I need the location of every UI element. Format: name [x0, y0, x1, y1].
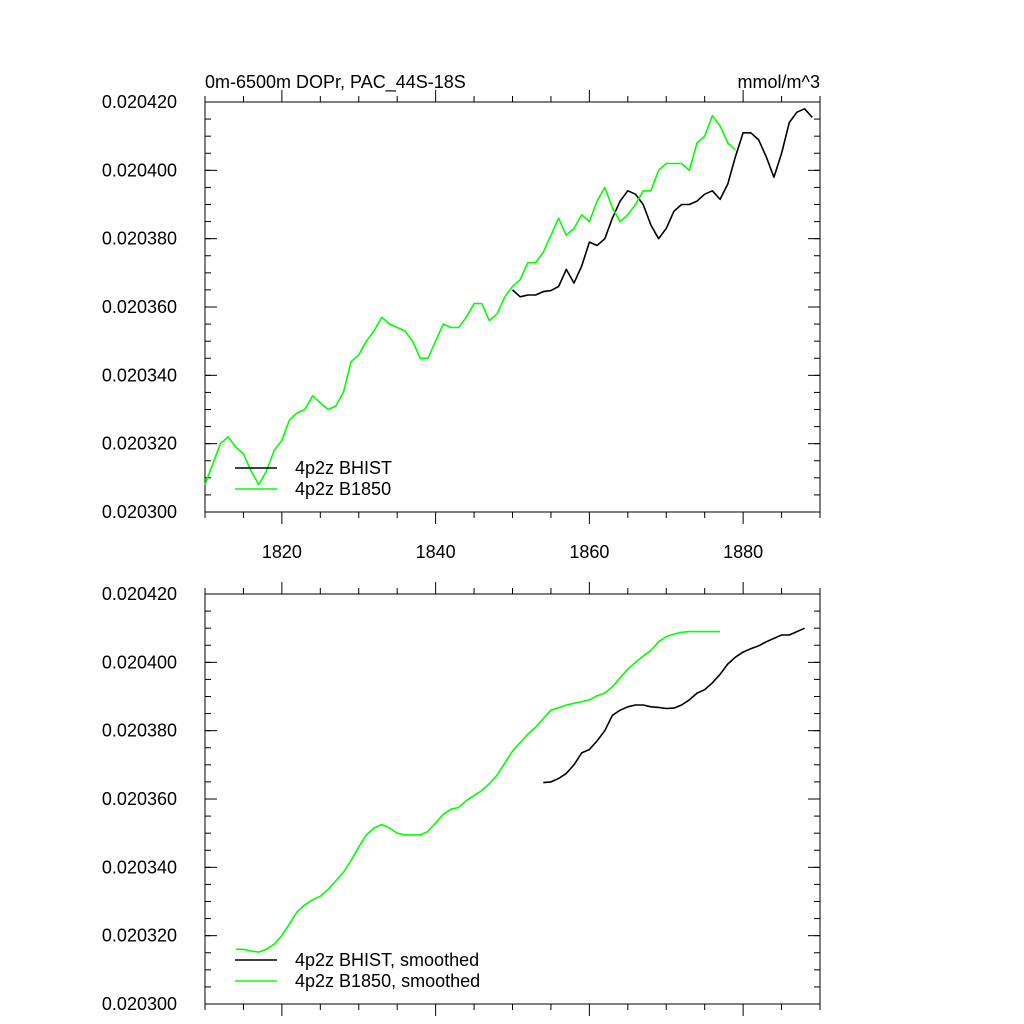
y-tick-label: 0.020360 — [102, 297, 177, 317]
y-tick-label: 0.020340 — [102, 857, 177, 877]
units-label: mmol/m^3 — [738, 72, 820, 92]
bottom-panel: 0.020300 0.020320 0.020340 0.020360 0.020380… — [102, 582, 821, 1016]
series-line — [235, 630, 721, 953]
y-tick-label: 0.020420 — [102, 584, 177, 604]
y-tick-label: 0.020300 — [102, 502, 177, 522]
series-line — [543, 627, 805, 784]
y-tick-label: 0.020380 — [102, 229, 177, 249]
series-line — [511, 108, 813, 298]
y-tick-label: 0.020420 — [102, 92, 177, 112]
axis-ticks — [204, 90, 821, 524]
axis-ticks — [204, 582, 821, 1016]
x-tick-label: 1860 — [569, 542, 609, 562]
x-tick-label: 1840 — [416, 542, 456, 562]
y-tick-label: 0.020300 — [102, 994, 177, 1014]
y-tick-label: 0.020400 — [102, 160, 177, 180]
plot-frame — [204, 101, 821, 513]
chart-title: 0m-6500m DOPr, PAC_44S-18S — [205, 72, 466, 93]
y-tick-label: 0.020380 — [102, 721, 177, 741]
plot-frame — [204, 593, 821, 1005]
y-tick-label: 0.020320 — [102, 926, 177, 946]
series-lines — [204, 108, 813, 486]
legend-label: 4p2z BHIST, smoothed — [295, 950, 479, 970]
y-tick-labels: 0.020300 0.020320 0.020340 0.020360 0.020380… — [102, 584, 177, 1014]
legend-label: 4p2z B1850 — [295, 479, 391, 499]
y-tick-label: 0.020340 — [102, 365, 177, 385]
series-line — [204, 114, 736, 486]
legend-label: 4p2z B1850, smoothed — [295, 971, 480, 991]
x-tick-labels: 1820 1840 1860 1880 — [262, 542, 763, 562]
y-tick-label: 0.020320 — [102, 434, 177, 454]
series-lines — [235, 627, 805, 953]
x-tick-label: 1820 — [262, 542, 302, 562]
y-tick-label: 0.020400 — [102, 652, 177, 672]
y-tick-labels: 0.020300 0.020320 0.020340 0.020360 0.020380… — [102, 92, 177, 522]
top-panel: 0m-6500m DOPr, PAC_44S-18S mmol/m^3 0.02… — [102, 72, 821, 562]
y-tick-label: 0.020360 — [102, 789, 177, 809]
x-tick-label: 1880 — [723, 542, 763, 562]
legend-label: 4p2z BHIST — [295, 458, 392, 478]
